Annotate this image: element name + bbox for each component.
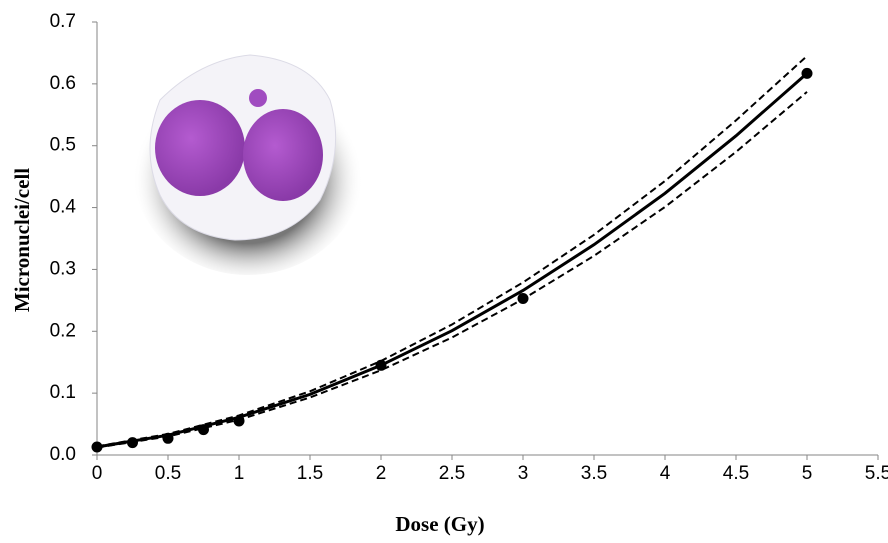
data-point bbox=[127, 437, 138, 449]
x-tick-label: 3.5 bbox=[581, 463, 607, 484]
y-tick-label: 0.1 bbox=[50, 382, 76, 403]
fit-line bbox=[96, 72, 808, 449]
y-tick-label: 0.4 bbox=[50, 197, 77, 218]
data-point bbox=[801, 67, 813, 79]
x-tick-label: 4 bbox=[660, 463, 671, 484]
x-tick-label: 1.5 bbox=[297, 463, 323, 484]
x-tick-label: 3 bbox=[518, 463, 529, 484]
x-tick-label: 2.5 bbox=[439, 463, 465, 484]
y-tick-label: 0.6 bbox=[50, 73, 76, 94]
y-tick-label: 0.2 bbox=[50, 320, 76, 341]
data-point bbox=[375, 359, 387, 371]
x-axis-title: Dose (Gy) bbox=[395, 512, 484, 536]
data-point bbox=[162, 432, 174, 444]
x-tick-label: 5.5 bbox=[865, 463, 888, 484]
x-tick-label: 0.5 bbox=[155, 463, 181, 484]
cell-image bbox=[133, 54, 363, 275]
y-tick-label: 0.5 bbox=[50, 135, 76, 156]
y-axis-title: Micronuclei/cell bbox=[10, 168, 34, 312]
x-tick-label: 2 bbox=[376, 463, 387, 484]
x-tick-label: 4.5 bbox=[723, 463, 749, 484]
x-tick-label: 5 bbox=[802, 463, 813, 484]
data-point bbox=[233, 415, 245, 427]
data-point bbox=[198, 424, 209, 436]
x-tick-label: 1 bbox=[234, 463, 245, 484]
y-tick-label: 0.7 bbox=[50, 11, 76, 32]
data-point bbox=[91, 441, 103, 453]
x-tick-label: 0 bbox=[92, 463, 103, 484]
data-point bbox=[517, 293, 529, 305]
confidence-line bbox=[96, 91, 808, 449]
y-tick-label: 0.3 bbox=[50, 258, 76, 279]
y-tick-label: 0.0 bbox=[50, 444, 76, 465]
confidence-line bbox=[96, 55, 808, 448]
